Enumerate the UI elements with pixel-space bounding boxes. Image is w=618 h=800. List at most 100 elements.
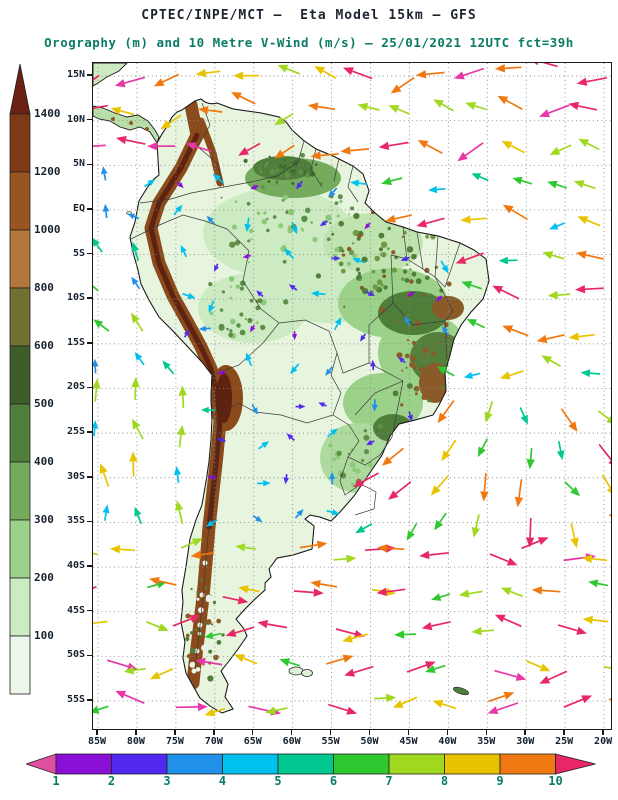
landmass xyxy=(93,63,490,714)
wind-arrow xyxy=(290,363,300,375)
orography-colorbar-segment xyxy=(9,461,31,521)
lon-tick xyxy=(135,730,137,735)
lon-tick-label: 30W xyxy=(516,736,535,747)
wind-arrow xyxy=(93,74,100,81)
lat-tick-label: 30S xyxy=(66,470,85,482)
wind-arrow xyxy=(531,586,561,595)
wind-colorbar-segment xyxy=(55,753,112,775)
lat-tick xyxy=(87,609,92,612)
lat-tick-label: 20S xyxy=(66,381,85,393)
wind-arrow xyxy=(93,378,101,402)
wind-arrow xyxy=(547,290,571,300)
orography-colorbar-segment xyxy=(9,577,31,637)
wind-arrow xyxy=(480,473,489,502)
orography-colorbar-segment xyxy=(9,229,31,289)
wind-arrow xyxy=(93,144,106,148)
lat-tick xyxy=(87,208,92,210)
wind-arrow xyxy=(463,371,481,379)
wind-arrow xyxy=(340,146,370,155)
wind-arrow xyxy=(160,114,182,130)
lon-tick xyxy=(602,730,604,735)
orography-shading xyxy=(130,99,489,713)
wind-arrow xyxy=(359,333,367,342)
lat-tick-label: 40S xyxy=(66,560,85,572)
wind-arrow xyxy=(123,666,146,675)
lat-tick-label: 15S xyxy=(66,336,85,348)
wind-arrow xyxy=(115,690,145,704)
wind-arrow xyxy=(342,633,368,643)
orography-scale-label: 1000 xyxy=(34,223,61,236)
map-plot xyxy=(92,62,612,730)
wind-arrow xyxy=(365,290,375,296)
wind-arrow xyxy=(145,621,169,631)
wind-arrow xyxy=(343,67,373,80)
orography-colorbar-segment xyxy=(9,403,31,463)
wind-arrow xyxy=(419,550,449,560)
wind-colorbar-segment xyxy=(499,753,556,775)
wind-arrow xyxy=(149,668,174,680)
wind-arrow xyxy=(492,285,520,300)
wind-arrow xyxy=(436,295,443,302)
wind-arrow xyxy=(299,540,328,549)
wind-arrow xyxy=(265,706,288,715)
orography-colorbar-arrow xyxy=(9,63,31,115)
lat-tick xyxy=(87,654,92,657)
wind-arrow xyxy=(296,180,303,190)
wind-arrow xyxy=(93,552,98,555)
wind-arrow xyxy=(406,523,418,541)
wind-arrow xyxy=(392,696,418,708)
wind-arrow xyxy=(102,504,110,521)
wind-arrow xyxy=(134,506,143,525)
wind-arrow xyxy=(461,281,482,290)
wind-arrow xyxy=(174,466,182,483)
wind-arrow xyxy=(178,385,187,408)
wind-arrow xyxy=(417,140,443,154)
wind-arrow xyxy=(144,179,156,188)
lat-tick xyxy=(87,520,92,523)
lon-tick-label: 85W xyxy=(87,736,107,747)
wind-arrow xyxy=(132,418,144,440)
wind-arrow xyxy=(102,203,110,219)
wind-arrow xyxy=(131,312,144,332)
lon-tick-label: 20W xyxy=(594,736,613,747)
wind-arrow xyxy=(568,101,598,111)
wind-arrow xyxy=(573,180,596,190)
wind-arrow xyxy=(458,589,483,598)
wind-arrow xyxy=(310,151,339,160)
lat-tick-label: 35S xyxy=(66,515,85,527)
lat-tick-label: 25S xyxy=(66,426,85,438)
wind-arrow xyxy=(310,579,338,589)
wind-arrow xyxy=(206,215,216,225)
wind-scale-label: 3 xyxy=(163,774,171,788)
wind-arrow xyxy=(357,102,380,112)
wind-arrow xyxy=(441,325,450,336)
wind-arrow xyxy=(250,184,259,190)
wind-arrow xyxy=(134,352,145,366)
wind-arrow xyxy=(416,217,445,228)
wind-arrow xyxy=(175,702,208,712)
lon-tick-label: 45W xyxy=(399,736,418,747)
wind-arrow xyxy=(333,554,357,563)
lon-tick xyxy=(251,730,254,735)
lon-tick-label: 55W xyxy=(321,736,340,747)
wind-arrow xyxy=(93,420,99,437)
lat-tick-label: 5N xyxy=(72,158,85,170)
wind-arrow xyxy=(185,142,212,153)
wind-colorbar-left-arrow xyxy=(26,753,57,775)
wind-arrow xyxy=(364,222,371,230)
lon-tick-label: 40W xyxy=(438,736,457,747)
orography-colorbar-segment xyxy=(9,345,31,405)
wind-arrow xyxy=(381,447,405,466)
wind-arrow xyxy=(93,285,99,292)
lat-tick xyxy=(87,699,92,701)
wind-colorbar-segment xyxy=(111,753,168,775)
lon-tick xyxy=(563,730,565,735)
wind-arrow xyxy=(394,630,416,639)
wind-arrow xyxy=(149,576,177,586)
wind-colorbar xyxy=(26,753,596,775)
wind-arrow xyxy=(580,369,601,378)
wind-colorbar-segment xyxy=(277,753,334,775)
orography-colorbar xyxy=(9,63,31,695)
wind-arrow xyxy=(453,67,485,80)
wind-arrow xyxy=(514,479,524,508)
